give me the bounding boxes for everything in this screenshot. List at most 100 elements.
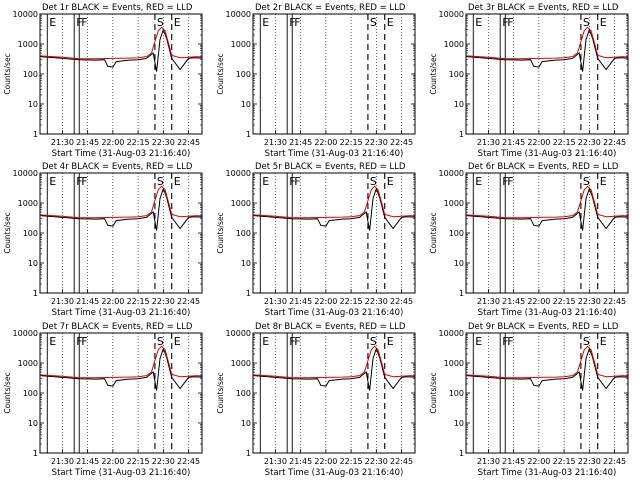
events-series-line [466, 187, 629, 231]
y-tick-label: 1 [459, 130, 464, 139]
y-tick-label: 100 [449, 70, 464, 79]
x-tick-label: 21:45 [289, 138, 312, 147]
y-tick-label: 100 [449, 229, 464, 238]
panel-title: Det 7r BLACK = Events, RED = LLD [42, 322, 193, 332]
x-tick-label: 22:30 [152, 457, 175, 466]
plot-frame [39, 332, 203, 454]
y-tick-label: 10000 [13, 329, 38, 338]
y-tick-label: 10000 [13, 10, 38, 19]
y-tick-label: 1000 [18, 40, 38, 49]
y-axis-label: Counts/sec [3, 372, 12, 413]
lld-series-line [253, 185, 416, 219]
y-tick-label: 100 [236, 229, 251, 238]
x-tick-label: 22:45 [177, 297, 200, 306]
y-tick-label: 1 [33, 449, 38, 458]
marker-label: F [507, 16, 513, 29]
y-tick-label: 100 [449, 389, 464, 398]
lld-series-line [253, 345, 416, 379]
x-tick-label: 22:45 [603, 457, 626, 466]
x-tick-label: 21:45 [289, 297, 312, 306]
lld-series-line [40, 185, 203, 219]
marker-label: S [370, 335, 377, 348]
x-tick-label: 22:45 [390, 297, 413, 306]
x-axis-label: Start Time (31-Aug-03 21:16:40) [265, 468, 404, 478]
marker-label: E [475, 335, 482, 348]
panel-title: Det 5r BLACK = Events, RED = LLD [255, 162, 406, 172]
x-axis-label: Start Time (31-Aug-03 21:16:40) [478, 149, 617, 159]
x-axis-label: Start Time (31-Aug-03 21:16:40) [478, 468, 617, 478]
y-axis-label: Counts/sec [216, 53, 225, 94]
plot-frame [465, 172, 629, 294]
x-tick-label: 22:15 [340, 138, 363, 147]
x-axis-label: Start Time (31-Aug-03 21:16:40) [265, 149, 404, 159]
x-tick-label: 22:30 [152, 297, 175, 306]
marker-label: S [157, 16, 164, 29]
x-tick-label: 22:45 [177, 138, 200, 147]
y-tick-label: 10000 [13, 169, 38, 178]
x-tick-label: 22:00 [527, 138, 550, 147]
y-tick-label: 1000 [231, 359, 251, 368]
x-tick-label: 21:30 [477, 138, 500, 147]
plot-frame [252, 13, 416, 135]
y-tick-label: 10 [454, 419, 464, 428]
y-tick-label: 10000 [439, 329, 464, 338]
marker-label: F [507, 335, 513, 348]
plot-frame [252, 332, 416, 454]
x-tick-label: 21:30 [51, 457, 74, 466]
y-tick-label: 10000 [226, 329, 251, 338]
marker-label: E [174, 175, 181, 188]
y-tick-label: 1000 [18, 359, 38, 368]
lld-series-line [466, 345, 629, 379]
marker-label: F [81, 335, 87, 348]
y-axis-label: Counts/sec [3, 53, 12, 94]
marker-label: F [81, 16, 87, 29]
marker-label: E [49, 16, 56, 29]
marker-label: E [49, 335, 56, 348]
panel-6: Det 6r BLACK = Events, RED = LLD Counts/s… [429, 162, 629, 318]
x-tick-label: 22:00 [101, 297, 124, 306]
y-tick-label: 1 [246, 449, 251, 458]
x-tick-label: 22:30 [578, 297, 601, 306]
y-tick-label: 1000 [444, 199, 464, 208]
panel-2: Det 2r BLACK = Events, RED = LLD Counts/s… [216, 3, 416, 159]
marker-label: E [387, 335, 394, 348]
x-tick-label: 22:00 [314, 457, 337, 466]
marker-label: E [262, 16, 269, 29]
marker-label: E [600, 335, 607, 348]
marker-label: E [262, 175, 269, 188]
marker-label: S [157, 335, 164, 348]
y-axis-label: Counts/sec [216, 212, 225, 253]
x-tick-label: 22:15 [340, 297, 363, 306]
x-tick-label: 22:00 [527, 457, 550, 466]
marker-label: F [294, 335, 300, 348]
y-tick-label: 10 [28, 419, 38, 428]
y-tick-label: 1000 [231, 40, 251, 49]
marker-label: E [475, 175, 482, 188]
x-axis-label: Start Time (31-Aug-03 21:16:40) [52, 308, 191, 318]
x-tick-label: 22:30 [365, 297, 388, 306]
panel-9: Det 9r BLACK = Events, RED = LLD Counts/s… [429, 322, 629, 478]
x-axis-label: Start Time (31-Aug-03 21:16:40) [52, 468, 191, 478]
events-series-line [466, 28, 629, 72]
y-tick-label: 10 [454, 259, 464, 268]
x-tick-label: 21:30 [264, 138, 287, 147]
y-tick-label: 1 [33, 130, 38, 139]
y-axis-label: Counts/sec [429, 212, 438, 253]
x-tick-label: 21:45 [76, 138, 99, 147]
panel-title: Det 3r BLACK = Events, RED = LLD [468, 3, 619, 13]
panel-8: Det 8r BLACK = Events, RED = LLD Counts/s… [216, 322, 416, 478]
x-tick-label: 21:30 [51, 297, 74, 306]
marker-label: S [583, 175, 590, 188]
y-tick-label: 10 [241, 100, 251, 109]
x-tick-label: 21:30 [264, 297, 287, 306]
events-series-line [466, 347, 629, 391]
events-series-line [253, 347, 416, 391]
panel-5: Det 5r BLACK = Events, RED = LLD Counts/s… [216, 162, 416, 318]
x-tick-label: 22:30 [578, 138, 601, 147]
panel-title: Det 1r BLACK = Events, RED = LLD [42, 3, 193, 13]
x-tick-label: 21:45 [76, 297, 99, 306]
x-tick-label: 22:45 [390, 457, 413, 466]
x-tick-label: 21:45 [502, 297, 525, 306]
y-axis-label: Counts/sec [3, 212, 12, 253]
x-tick-label: 21:45 [289, 457, 312, 466]
